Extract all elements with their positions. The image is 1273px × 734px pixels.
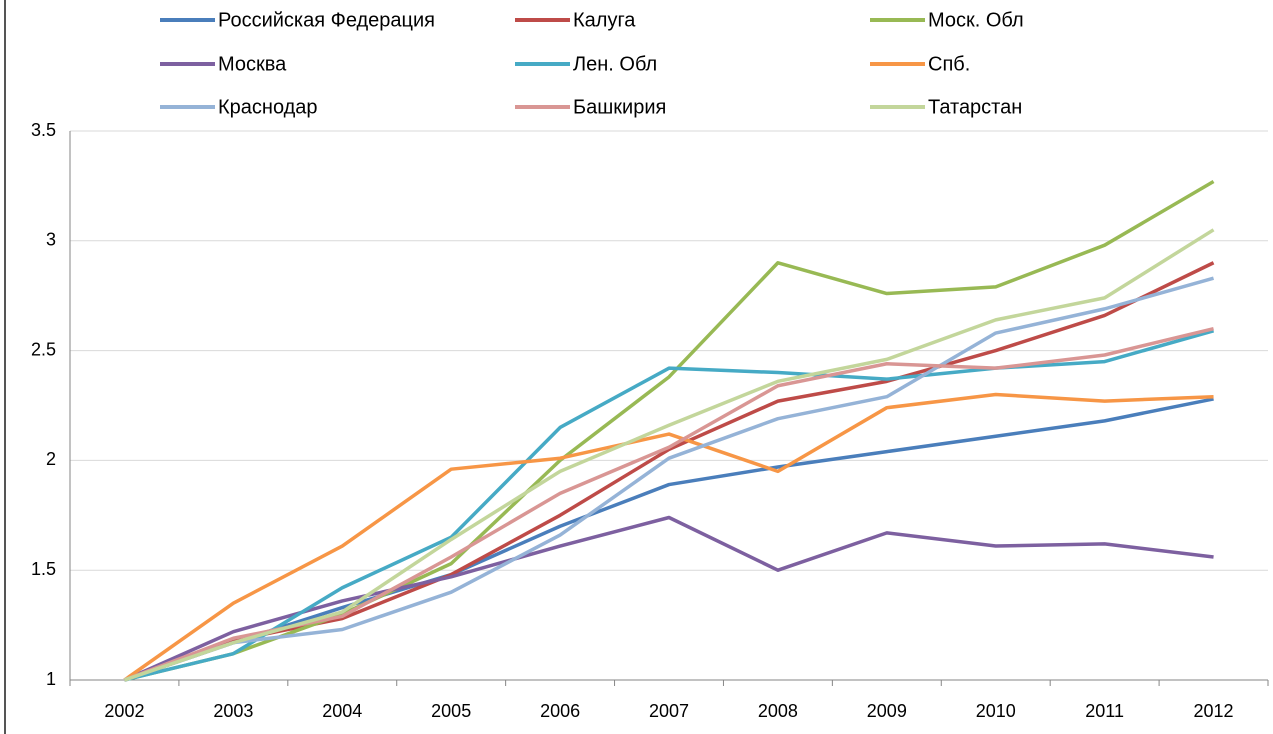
- x-tick-label: 2003: [213, 701, 253, 721]
- series-line: [123, 228, 1215, 682]
- x-tick-label: 2002: [104, 701, 144, 721]
- series-line: [123, 392, 1214, 682]
- series-line: [123, 276, 1215, 682]
- x-tick-label: 2005: [431, 701, 471, 721]
- x-tick-label: 2007: [649, 701, 689, 721]
- legend-label: Лен. Обл: [573, 53, 657, 75]
- x-tick-label: 2012: [1194, 701, 1234, 721]
- legend-label: Татарстан: [928, 96, 1022, 118]
- legend-label: Моск. Обл: [928, 9, 1024, 31]
- x-tick-label: 2004: [322, 701, 362, 721]
- legend-label: Башкирия: [573, 96, 666, 118]
- x-tick-label: 2006: [540, 701, 580, 721]
- legend-label: Калуга: [573, 9, 636, 31]
- y-tick-label: 2.5: [31, 339, 56, 359]
- series-line: [123, 397, 1214, 682]
- legend-label: Краснодар: [218, 96, 318, 118]
- y-tick-label: 1.5: [31, 559, 56, 579]
- series-line: [123, 515, 1214, 682]
- series-line: [124, 329, 1215, 682]
- x-tick-label: 2010: [976, 701, 1016, 721]
- series-line: [124, 179, 1215, 682]
- y-tick-label: 2: [46, 449, 56, 469]
- x-tick-label: 2008: [758, 701, 798, 721]
- y-tick-label: 1: [46, 669, 56, 689]
- legend-label: Российская Федерация: [218, 9, 435, 31]
- x-tick-label: 2009: [867, 701, 907, 721]
- y-tick-label: 3.5: [31, 120, 56, 140]
- legend-label: Москва: [218, 53, 287, 75]
- legend-label: Спб.: [928, 53, 970, 75]
- x-tick-label: 2011: [1085, 701, 1124, 721]
- y-tick-label: 3: [46, 230, 56, 250]
